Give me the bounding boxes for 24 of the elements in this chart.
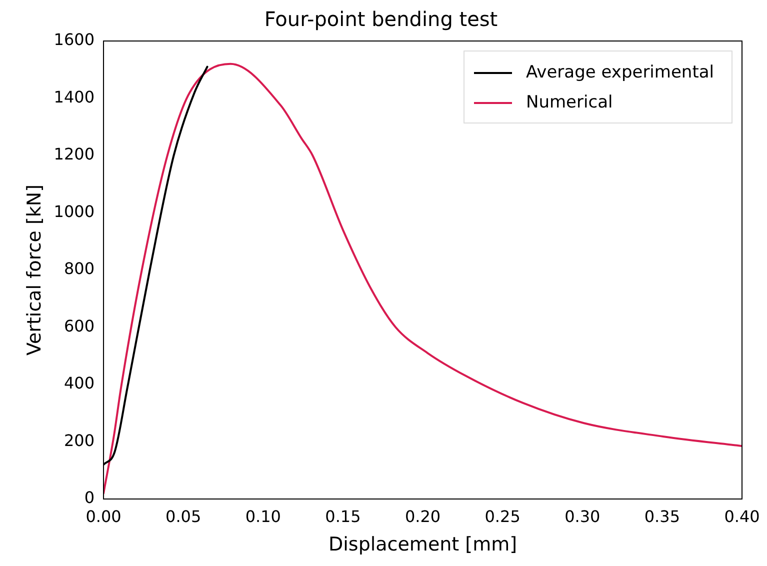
- x-tick-label: 0.20: [404, 506, 441, 526]
- x-tick-label: 0.40: [724, 506, 760, 526]
- legend-label: Average experimental: [526, 62, 714, 82]
- y-tick-label: 1000: [54, 202, 95, 221]
- x-tick-label: 0.25: [484, 506, 520, 526]
- x-tick-label: 0.00: [86, 506, 122, 526]
- x-tick-label: 0.05: [166, 506, 202, 526]
- y-tick-label: 400: [64, 374, 95, 393]
- y-tick-label: 200: [64, 430, 95, 450]
- chart-title: Four-point bending test: [264, 7, 498, 32]
- y-tick-label: 0: [84, 488, 95, 508]
- y-tick-label: 800: [64, 259, 95, 278]
- y-tick-label: 1200: [54, 144, 95, 164]
- x-tick-label: 0.30: [564, 506, 600, 526]
- y-axis-title: Vertical force [kN]: [23, 184, 46, 356]
- x-axis-title: Displacement [mm]: [328, 534, 518, 556]
- y-tick-label: 1600: [54, 30, 95, 50]
- x-tick-label: 0.35: [644, 506, 680, 526]
- x-tick-label: 0.10: [245, 506, 281, 526]
- y-tick-label: 1400: [54, 87, 95, 106]
- line-series: [104, 62, 742, 494]
- y-tick-label: 600: [64, 316, 95, 336]
- legend-label: Numerical: [526, 92, 613, 112]
- x-tick-label: 0.15: [325, 506, 361, 526]
